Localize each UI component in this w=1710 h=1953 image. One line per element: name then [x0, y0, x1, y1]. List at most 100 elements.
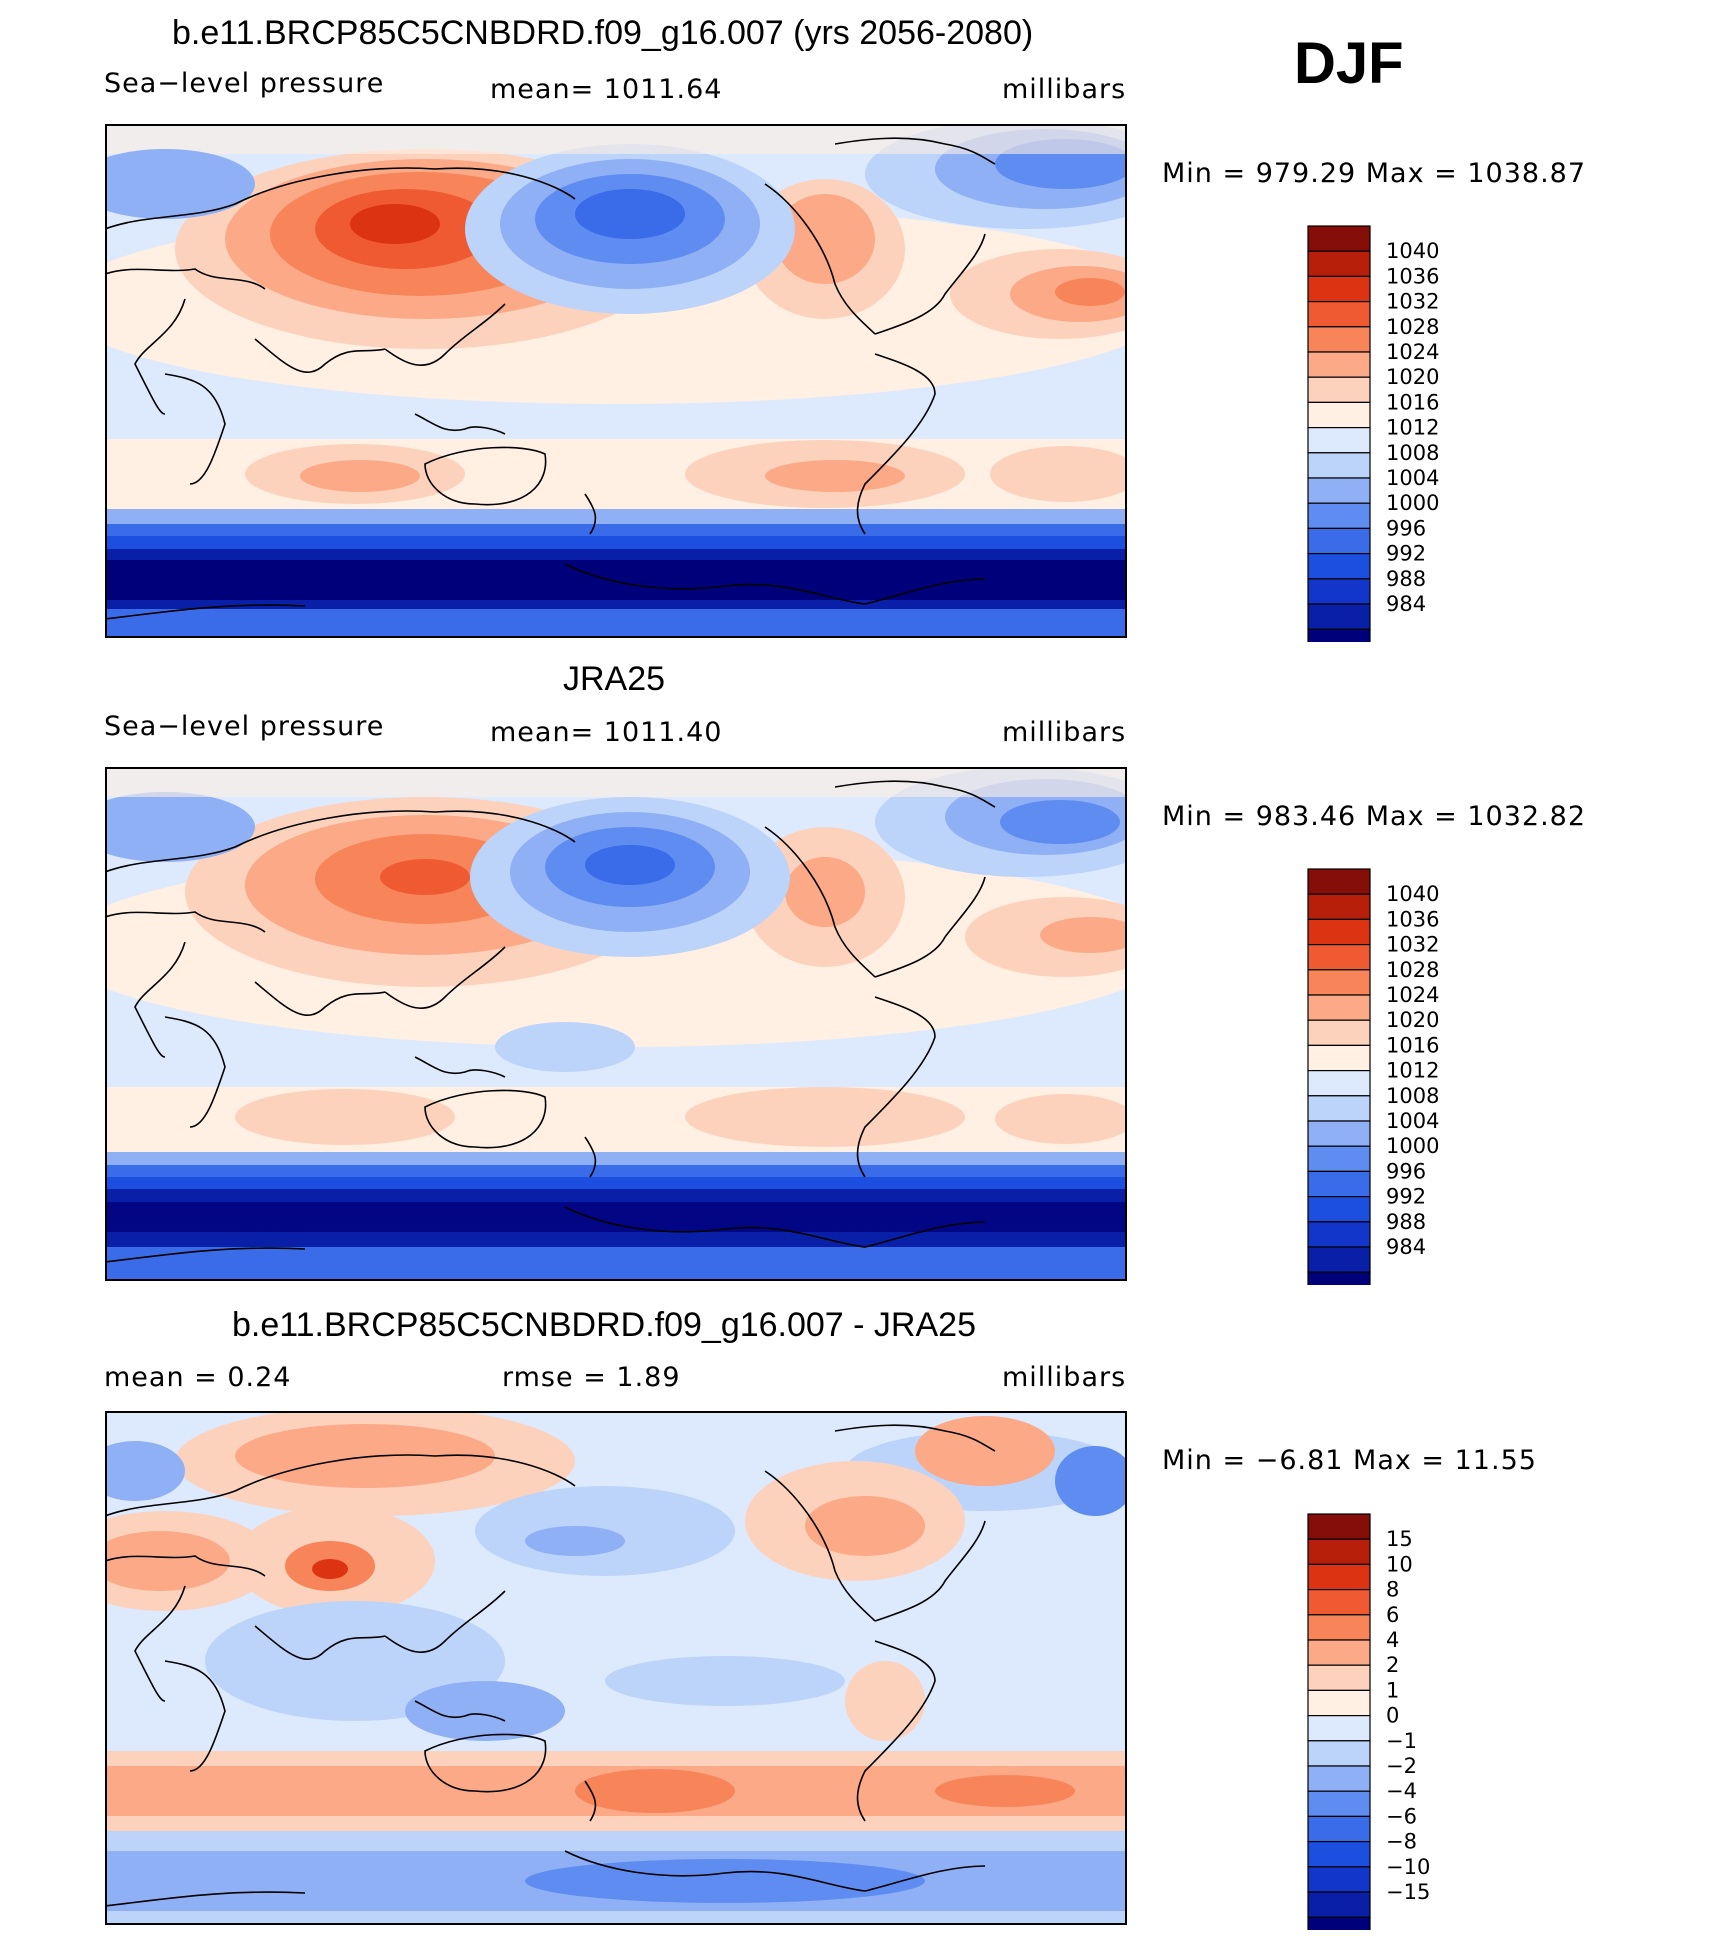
colorbar-box [1307, 918, 1371, 946]
colorbar-box [1307, 1740, 1371, 1767]
panel-2-minmax-label: Min = 983.46 Max = 1032.82 [1162, 801, 1587, 832]
colorbar-box [1307, 502, 1371, 530]
colorbar-box [1307, 427, 1371, 454]
colorbar-box [1307, 275, 1371, 303]
south-america-positive [845, 1661, 925, 1741]
arctic-band [105, 124, 1127, 154]
azores-high-1028 [1055, 278, 1125, 306]
colorbar-box [1307, 225, 1371, 252]
siberian-high-1032 [380, 859, 470, 895]
colorbar-tick-label: 1024 [1386, 983, 1439, 1007]
colorbar-box [1307, 250, 1371, 278]
colorbar-tick-label: 1016 [1386, 390, 1439, 414]
colorbar-box [1307, 300, 1371, 328]
colorbar-box [1307, 1790, 1371, 1818]
aleutian-low-996 [575, 189, 685, 239]
colorbar-box [1307, 351, 1371, 378]
panel-2-colorbar: 1040103610321028102410201016101210081004… [1307, 868, 1439, 1285]
colorbar-tick-label: 1020 [1386, 365, 1439, 389]
colorbar-box [1307, 1095, 1371, 1122]
colorbar-box [1307, 1689, 1371, 1717]
south-indian-high [235, 1089, 455, 1145]
colorbar-tick-label: −10 [1386, 1855, 1430, 1879]
panel-1-minmax-label: Min = 979.29 Max = 1038.87 [1162, 158, 1587, 189]
na-high-1024 [785, 857, 865, 927]
coastlines [105, 1424, 996, 1907]
colorbar-box [1307, 1715, 1371, 1742]
colorbar-box [1307, 527, 1371, 555]
colorbar-tick-label: 1 [1386, 1678, 1399, 1702]
colorbar-tick-label: 4 [1386, 1628, 1399, 1652]
tropical-low [495, 1022, 635, 1072]
colorbar-box [1307, 401, 1371, 429]
colorbar-box [1307, 994, 1371, 1021]
panel-3-map [105, 1411, 1127, 1925]
siberian-high-1036 [350, 204, 440, 244]
colorbar-box [1307, 1538, 1371, 1566]
colorbar-tick-label: 1028 [1386, 315, 1439, 339]
map-frame [105, 1411, 1127, 1925]
colorbar-tick-label: 1004 [1386, 466, 1439, 490]
atlantic-negative-inner [1055, 1446, 1127, 1516]
tibet-peak [312, 1559, 348, 1579]
colorbar-tick-label: 1000 [1386, 1134, 1439, 1158]
europe-positive-inner [105, 1531, 230, 1591]
west-negative [105, 1441, 185, 1501]
panel-2-title: JRA25 [563, 660, 666, 698]
colorbar-box [1307, 1841, 1371, 1868]
arctic-band [105, 767, 1127, 797]
colorbar-tick-label: 1036 [1386, 907, 1439, 931]
colorbar-box [1307, 1815, 1371, 1843]
south-pacific-positive-peak [575, 1769, 735, 1813]
colorbar-tick-label: 1032 [1386, 290, 1439, 314]
aleutian-low-996 [585, 845, 675, 885]
south-atlantic-positive-peak [935, 1775, 1075, 1807]
colorbar-box [1307, 969, 1371, 996]
panel-3-units-label: millibars [1002, 1362, 1127, 1393]
colorbar-box [1307, 1916, 1371, 1930]
colorbar-box [1307, 628, 1371, 642]
panel-3-minmax-label: Min = −6.81 Max = 11.55 [1162, 1445, 1537, 1476]
colorbar-box [1307, 1246, 1371, 1273]
colorbar-box [1307, 1513, 1371, 1540]
icelandic-low-1000 [1000, 800, 1120, 844]
colorbar-box [1307, 1664, 1371, 1691]
colorbar-box [1307, 943, 1371, 971]
colorbar-tick-label: 2 [1386, 1653, 1399, 1677]
antarctica-area [105, 1247, 1127, 1281]
australia-negative [405, 1681, 565, 1741]
pacific-tropical-negative [605, 1656, 845, 1706]
colorbar-tick-label: 1008 [1386, 441, 1439, 465]
panel-2-variable-label: Sea−level pressure [104, 711, 385, 742]
panel-1-mean-label: mean= 1011.64 [490, 74, 723, 105]
colorbar-tick-label: 1028 [1386, 958, 1439, 982]
colorbar-tick-label: 984 [1386, 592, 1426, 616]
colorbar-tick-label: −1 [1386, 1729, 1417, 1753]
colorbar-tick-label: 988 [1386, 1210, 1426, 1234]
colorbar-tick-label: 1040 [1386, 882, 1439, 906]
colorbar-tick-label: −15 [1386, 1880, 1430, 1904]
colorbar-tick-label: 988 [1386, 567, 1426, 591]
panel-1-map [105, 124, 1127, 638]
panel-1-colorbar: 1040103610321028102410201016101210081004… [1307, 225, 1439, 642]
trough-984 [105, 1202, 1127, 1232]
colorbar-box [1307, 603, 1371, 630]
south-pacific-high [685, 1087, 965, 1147]
trough-984 [105, 560, 1127, 600]
colorbar-tick-label: 1004 [1386, 1109, 1439, 1133]
colorbar-tick-label: 1020 [1386, 1008, 1439, 1032]
colorbar-box [1307, 868, 1371, 895]
colorbar-tick-label: 1032 [1386, 933, 1439, 957]
colorbar-tick-label: −8 [1386, 1830, 1417, 1854]
colorbar-tick-label: 984 [1386, 1235, 1426, 1259]
panel-3-mean-label: mean = 0.24 [104, 1362, 292, 1393]
colorbar-box [1307, 1563, 1371, 1591]
colorbar-box [1307, 1070, 1371, 1097]
colorbar-tick-label: 992 [1386, 542, 1426, 566]
colorbar-box [1307, 477, 1371, 504]
south-indian-high-inner [300, 460, 420, 492]
colorbar-tick-label: 0 [1386, 1704, 1399, 1728]
colorbar-box [1307, 893, 1371, 921]
panel-3-title: b.e11.BRCP85C5CNBDRD.f09_g16.007 - JRA25 [232, 1306, 976, 1344]
colorbar-tick-label: −4 [1386, 1779, 1417, 1803]
